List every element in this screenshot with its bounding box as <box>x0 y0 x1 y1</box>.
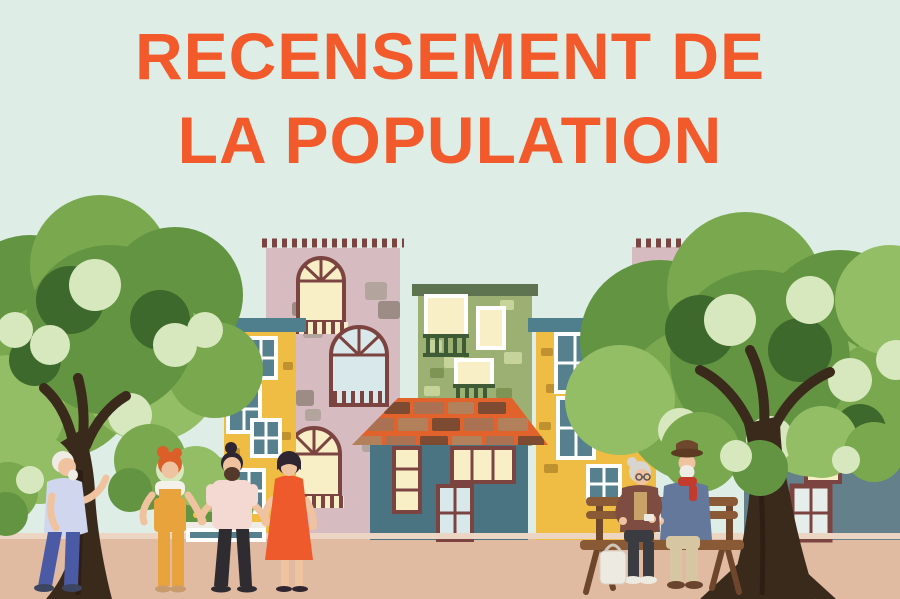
elderly-woman-seated <box>615 457 663 584</box>
arched-window <box>329 325 389 407</box>
family-holding-hands <box>139 442 317 593</box>
glasses <box>635 473 651 481</box>
window <box>586 464 622 504</box>
tote-bag <box>599 543 627 585</box>
poster-title-line1: RECENSEMENT DE <box>134 19 766 93</box>
building-pink-center <box>262 238 404 539</box>
elderly-couple-on-bench <box>599 440 712 589</box>
balcony-window <box>423 294 469 357</box>
window <box>476 306 506 350</box>
front-door <box>436 484 474 542</box>
window <box>789 483 833 543</box>
elderly-man-walking <box>34 451 110 592</box>
brick-roof <box>352 398 548 445</box>
poster-title: RECENSEMENT DE LA POPULATION <box>0 14 900 182</box>
elderly-man-seated <box>652 440 712 589</box>
right-tree <box>565 212 900 599</box>
window <box>392 446 422 514</box>
arched-window <box>294 256 348 334</box>
window <box>250 418 282 458</box>
tree-canopy <box>0 195 263 465</box>
woman-in-orange-dress <box>261 451 317 592</box>
window <box>450 446 516 484</box>
tree-canopy <box>565 212 900 483</box>
kerb-strip <box>0 533 900 539</box>
building-teal-house <box>352 398 548 542</box>
woman-in-overalls <box>139 446 205 593</box>
hat <box>671 440 703 458</box>
poster-title-line2: LA POPULATION <box>177 103 723 177</box>
